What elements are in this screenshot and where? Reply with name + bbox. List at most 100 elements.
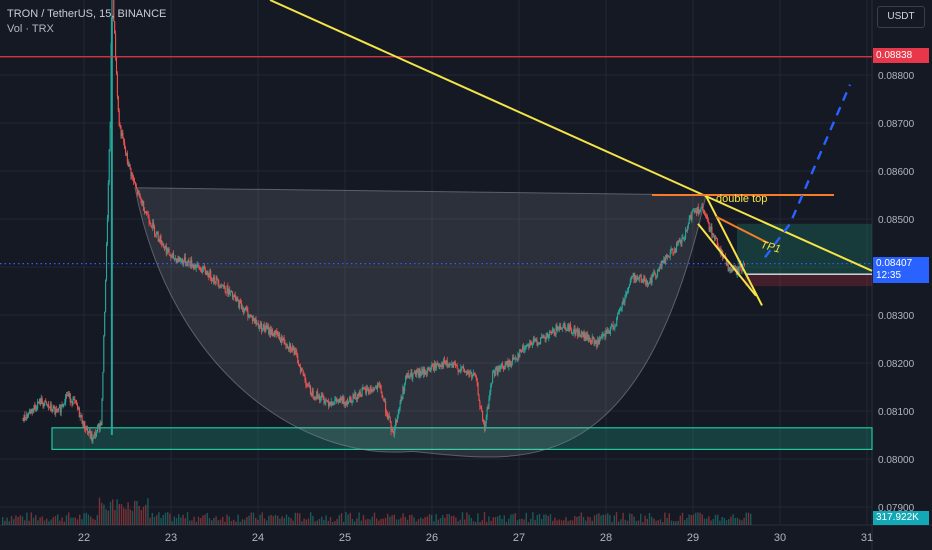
candle-body	[205, 269, 206, 273]
volume-bar	[292, 521, 293, 525]
volume-bar	[583, 517, 584, 525]
candle-body	[74, 399, 75, 401]
volume-bar	[273, 516, 274, 525]
volume-bar	[275, 515, 276, 525]
candle-body	[430, 368, 431, 372]
volume-bar	[473, 521, 474, 525]
candle-body	[404, 383, 405, 391]
volume-bar	[391, 515, 392, 525]
volume-bar	[257, 520, 258, 525]
time-tick-label: 27	[513, 532, 525, 544]
candle-body	[570, 324, 571, 329]
volume-bar	[649, 513, 650, 525]
candle-body	[374, 388, 375, 389]
volume-bar	[446, 514, 447, 525]
candle-body	[611, 325, 612, 327]
candle-body	[140, 198, 141, 200]
candle-body	[42, 398, 43, 403]
candle-body	[202, 269, 203, 272]
volume-bar	[600, 515, 601, 525]
volume-bar	[345, 512, 346, 525]
candle-body	[381, 385, 382, 391]
volume-indicator-label: Vol · TRX	[7, 23, 54, 35]
candle-body	[295, 351, 296, 353]
volume-bar	[374, 513, 375, 525]
volume-bar	[182, 515, 183, 525]
candle-body	[491, 383, 492, 385]
volume-bar	[284, 518, 285, 525]
volume-bar	[387, 514, 388, 525]
volume-bar	[325, 515, 326, 525]
candle-body	[487, 408, 488, 417]
volume-bar	[504, 515, 505, 525]
candle-body	[287, 346, 288, 348]
candle-body	[237, 299, 238, 300]
volume-bar	[629, 514, 630, 525]
candle-body	[628, 287, 629, 291]
volume-bar	[680, 516, 681, 525]
candle-body	[684, 238, 685, 239]
candle-body	[368, 389, 369, 392]
candle-body	[290, 345, 291, 350]
candle-body	[497, 369, 498, 374]
volume-bar	[81, 519, 82, 525]
volume-bar	[706, 519, 707, 525]
volume-bar	[407, 520, 408, 525]
volume-bar	[477, 513, 478, 525]
volume-bar	[449, 514, 450, 525]
candle-body	[618, 313, 619, 314]
candle-body	[687, 227, 688, 231]
candle-body	[103, 336, 104, 372]
volume-bar	[171, 521, 172, 525]
candle-body	[310, 386, 311, 394]
candle-body	[548, 335, 549, 337]
currency-button[interactable]: USDT	[877, 6, 925, 28]
volume-bar	[323, 520, 324, 525]
candle-body	[305, 380, 306, 384]
volume-bar	[669, 513, 670, 525]
volume-bar	[543, 514, 544, 525]
volume-bar	[268, 516, 269, 525]
volume-bar	[466, 513, 467, 525]
candle-body	[246, 309, 247, 310]
candle-body	[599, 338, 600, 343]
candle-body	[700, 208, 701, 209]
volume-bar	[358, 513, 359, 525]
volume-bar	[255, 518, 256, 525]
last-price-value: 0.08407	[876, 258, 929, 270]
candle-body	[51, 405, 52, 410]
volume-bar	[431, 515, 432, 525]
candle-body	[350, 398, 351, 399]
candle-body	[708, 219, 709, 222]
volume-bar	[189, 520, 190, 525]
candle-body	[139, 191, 140, 193]
volume-bar	[114, 510, 115, 525]
volume-bar	[567, 521, 568, 525]
candle-body	[133, 177, 134, 181]
volume-bar	[262, 512, 263, 525]
candle-body	[478, 395, 479, 401]
volume-bar	[103, 505, 104, 525]
candle-body	[104, 312, 105, 336]
candle-body	[204, 266, 205, 268]
volume-bar	[229, 516, 230, 525]
candle-body	[627, 291, 628, 292]
volume-bar	[336, 519, 337, 525]
volume-bar	[156, 515, 157, 525]
candle-body	[575, 330, 576, 334]
candle-body	[699, 213, 700, 214]
candle-body	[246, 308, 247, 309]
candle-body	[158, 232, 159, 239]
volume-bar	[26, 513, 27, 525]
candle-body	[284, 338, 285, 343]
candle-body	[108, 183, 109, 219]
volume-bar	[31, 512, 32, 525]
volume-bar	[464, 520, 465, 525]
volume-bar	[585, 521, 586, 525]
candle-body	[363, 387, 364, 388]
volume-bar	[301, 521, 302, 525]
volume-bar	[497, 516, 498, 525]
volume-bar	[165, 513, 166, 525]
candle-body	[105, 280, 106, 312]
